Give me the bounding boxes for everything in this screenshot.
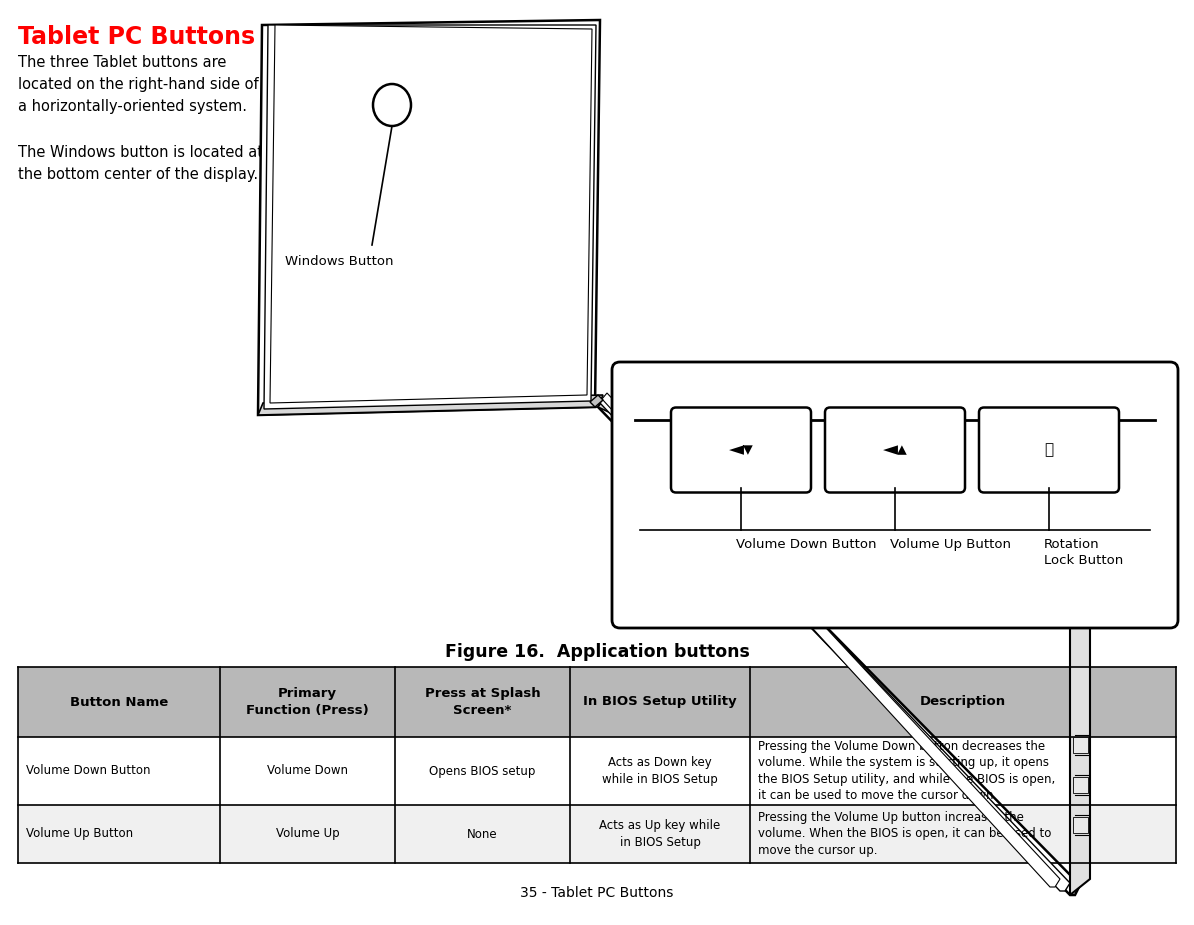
- FancyBboxPatch shape: [671, 408, 811, 492]
- Polygon shape: [258, 20, 601, 415]
- Text: Rotation
Lock Button: Rotation Lock Button: [1044, 538, 1124, 567]
- Text: Button Name: Button Name: [70, 696, 168, 709]
- Text: Figure 16.  Application buttons: Figure 16. Application buttons: [444, 643, 750, 661]
- Text: The Windows button is located at
the bottom center of the display.: The Windows button is located at the bot…: [18, 145, 263, 182]
- Text: Volume Down Button: Volume Down Button: [736, 538, 876, 551]
- Text: Windows Button: Windows Button: [285, 255, 394, 268]
- Text: Volume Down: Volume Down: [267, 764, 347, 778]
- Text: Acts as Down key
while in BIOS Setup: Acts as Down key while in BIOS Setup: [602, 757, 718, 785]
- Polygon shape: [258, 395, 603, 415]
- Text: ◄▴: ◄▴: [882, 440, 907, 460]
- Text: 35 - Tablet PC Buttons: 35 - Tablet PC Buttons: [521, 886, 673, 900]
- Bar: [1073, 777, 1088, 793]
- Polygon shape: [598, 400, 1005, 595]
- Polygon shape: [590, 395, 603, 407]
- Bar: [885, 510, 896, 516]
- FancyBboxPatch shape: [979, 408, 1119, 492]
- Bar: [18, 805, 1176, 863]
- Text: Volume Up Button: Volume Up Button: [890, 538, 1011, 551]
- Polygon shape: [264, 25, 596, 409]
- Bar: [915, 526, 925, 532]
- Text: Volume Up Button: Volume Up Button: [26, 828, 133, 841]
- Bar: [1073, 817, 1088, 833]
- Text: Description: Description: [919, 696, 1007, 709]
- Bar: [18, 737, 1176, 805]
- Text: ◄▾: ◄▾: [728, 440, 753, 460]
- Text: 🔒: 🔒: [1045, 442, 1053, 458]
- Text: Pressing the Volume Down button decreases the
volume. While the system is starti: Pressing the Volume Down button decrease…: [758, 740, 1055, 802]
- Text: Acts as Up key while
in BIOS Setup: Acts as Up key while in BIOS Setup: [599, 820, 721, 849]
- Polygon shape: [1070, 525, 1090, 895]
- Polygon shape: [602, 393, 1060, 887]
- Text: Pressing the Volume Up button increases the
volume. When the BIOS is open, it ca: Pressing the Volume Up button increases …: [758, 811, 1052, 857]
- Text: Press at Splash
Screen*: Press at Splash Screen*: [425, 687, 541, 717]
- Polygon shape: [601, 397, 1070, 891]
- Text: Volume Up: Volume Up: [276, 828, 339, 841]
- Text: Primary
Function (Press): Primary Function (Press): [246, 687, 369, 717]
- FancyBboxPatch shape: [825, 408, 965, 492]
- Text: Volume Down Button: Volume Down Button: [26, 764, 150, 778]
- FancyBboxPatch shape: [613, 362, 1178, 628]
- Bar: [870, 502, 880, 508]
- Text: Tablet PC Buttons: Tablet PC Buttons: [18, 25, 256, 49]
- Polygon shape: [598, 400, 1081, 895]
- Bar: [1073, 737, 1088, 753]
- Text: Opens BIOS setup: Opens BIOS setup: [430, 764, 536, 778]
- Polygon shape: [270, 25, 592, 403]
- Bar: [18, 667, 1176, 737]
- Text: The three Tablet buttons are
located on the right-hand side of
a horizontally-or: The three Tablet buttons are located on …: [18, 55, 259, 115]
- Text: In BIOS Setup Utility: In BIOS Setup Utility: [583, 696, 737, 709]
- Text: None: None: [467, 828, 498, 841]
- Bar: [900, 518, 910, 524]
- Bar: [855, 494, 864, 500]
- Bar: [930, 534, 940, 540]
